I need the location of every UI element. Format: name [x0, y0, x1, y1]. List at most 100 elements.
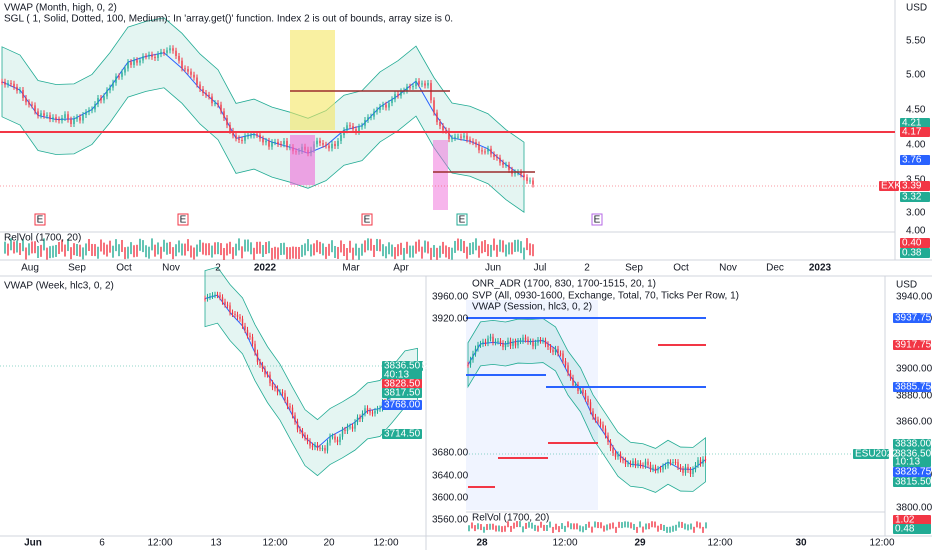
- relvol-bar: [642, 526, 644, 533]
- event-marker: [591, 213, 603, 226]
- label: USD: [896, 280, 917, 291]
- candle: [284, 393, 286, 400]
- relvol-bar: [636, 526, 638, 533]
- relvol-bar: [196, 244, 198, 257]
- candle: [277, 141, 279, 144]
- relvol-bar: [477, 523, 479, 530]
- relvol-bar: [445, 245, 447, 258]
- label: Jun: [485, 263, 501, 274]
- relvol-bar: [220, 243, 222, 256]
- relvol-bar: [328, 243, 330, 256]
- relvol-bar: [187, 239, 189, 252]
- candle: [659, 468, 662, 470]
- relvol-bar: [100, 239, 102, 252]
- candle: [400, 91, 402, 96]
- candle: [334, 436, 336, 440]
- tag-bg: [900, 238, 930, 248]
- relvol-bar: [615, 526, 617, 533]
- candle: [236, 314, 239, 317]
- tag-bg: [382, 388, 422, 398]
- label: 3.00: [906, 208, 926, 219]
- relvol-bar: [370, 238, 372, 251]
- candle: [604, 428, 607, 436]
- label: Jun: [24, 538, 42, 549]
- candle: [502, 162, 504, 165]
- candle: [94, 104, 96, 110]
- vwap-band: [467, 318, 706, 493]
- tag-text: 3.32: [902, 192, 922, 203]
- candle: [184, 68, 186, 70]
- candle: [336, 439, 339, 443]
- relvol-bar: [511, 242, 513, 255]
- relvol-bar: [621, 522, 623, 529]
- relvol-bar: [591, 526, 593, 533]
- candle: [319, 140, 321, 144]
- relvol-bar: [412, 245, 414, 258]
- price-tag: 3.39: [900, 181, 930, 192]
- relvol-bar: [684, 523, 686, 530]
- relvol-bar: [262, 245, 264, 258]
- candle: [499, 340, 502, 344]
- candle: [25, 97, 27, 103]
- candle: [13, 83, 15, 87]
- tag-text: EXK: [881, 181, 901, 192]
- candle: [544, 340, 547, 345]
- price-tag: 3838.00: [893, 439, 932, 450]
- label: 4.50: [906, 105, 926, 116]
- candle: [617, 454, 619, 457]
- label: 12:00: [869, 538, 894, 549]
- candle: [457, 136, 459, 138]
- relvol-bar: [579, 525, 581, 532]
- relvol-bar: [73, 243, 75, 256]
- candle: [472, 353, 474, 360]
- relvol-bar: [532, 244, 534, 257]
- candle: [301, 431, 304, 436]
- relvol-bar: [28, 243, 30, 256]
- label: 12:00: [707, 538, 732, 549]
- label: E: [364, 215, 371, 226]
- candle: [592, 411, 594, 417]
- candle: [418, 81, 420, 85]
- label: Oct: [116, 263, 132, 274]
- relvol-bar: [160, 246, 162, 259]
- candle: [70, 119, 72, 125]
- candle: [291, 407, 294, 416]
- candle: [371, 412, 374, 414]
- candle: [64, 114, 66, 118]
- label: 20: [323, 538, 335, 549]
- relvol-bar: [433, 245, 435, 258]
- candle: [112, 82, 114, 88]
- relvol-bar: [358, 247, 360, 260]
- candle: [283, 141, 285, 145]
- relvol-bar: [486, 524, 488, 531]
- relvol-bar: [61, 239, 63, 252]
- relvol-bar: [501, 526, 503, 533]
- relvol-bar: [454, 240, 456, 253]
- candle: [19, 90, 21, 92]
- relvol-bar: [612, 522, 614, 529]
- label: Oct: [673, 263, 689, 274]
- relvol-bar: [514, 239, 516, 252]
- candle: [82, 114, 84, 121]
- candle: [246, 329, 249, 336]
- candle: [652, 467, 654, 470]
- candle: [542, 340, 544, 342]
- candle: [654, 467, 657, 471]
- candle: [507, 340, 509, 344]
- relvol-bar: [517, 239, 519, 252]
- candle: [250, 135, 252, 137]
- relvol-bar: [478, 245, 480, 258]
- candle: [79, 117, 81, 121]
- label: Nov: [162, 263, 180, 274]
- relvol-bar: [582, 526, 584, 533]
- tag-bg: [893, 439, 931, 449]
- candle: [296, 421, 299, 430]
- relvol-bar: [480, 524, 482, 531]
- relvol-bar: [250, 242, 252, 255]
- candle: [469, 359, 472, 365]
- relvol-bar: [442, 241, 444, 254]
- candle: [4, 81, 6, 85]
- relvol-bar: [13, 241, 15, 254]
- candle: [602, 424, 604, 429]
- tag-text: 3817.50: [384, 388, 421, 399]
